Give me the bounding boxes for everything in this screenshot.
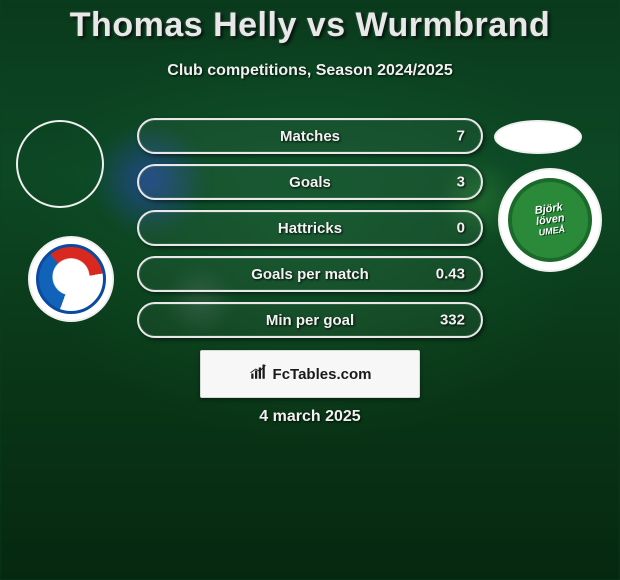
subtitle: Club competitions, Season 2024/2025 — [0, 62, 620, 80]
stat-label: Min per goal — [266, 312, 354, 329]
stat-row-goals: Goals 3 — [137, 164, 483, 200]
stat-label: Matches — [280, 128, 340, 145]
stat-label: Hattricks — [278, 220, 342, 237]
club2-badge: Björk löven UMEÅ — [498, 168, 602, 272]
stat-label: Goals — [289, 174, 331, 191]
stat-value: 332 — [440, 312, 465, 329]
stat-row-mpg: Min per goal 332 — [137, 302, 483, 338]
stat-value: 0.43 — [436, 266, 465, 283]
stats-panel: Matches 7 Goals 3 Hattricks 0 Goals per … — [137, 118, 483, 348]
player1-photo — [16, 120, 104, 208]
stat-label: Goals per match — [251, 266, 369, 283]
stat-value: 7 — [457, 128, 465, 145]
stat-value: 0 — [457, 220, 465, 237]
player2-photo — [494, 120, 582, 154]
brand-text: FcTables.com — [273, 366, 372, 383]
stat-row-gpm: Goals per match 0.43 — [137, 256, 483, 292]
date-text: 4 march 2025 — [0, 408, 620, 426]
chart-icon — [249, 363, 267, 386]
stat-row-matches: Matches 7 — [137, 118, 483, 154]
club2-text: Björk löven UMEÅ — [533, 202, 566, 239]
brand-badge[interactable]: FcTables.com — [200, 350, 420, 398]
club1-badge — [28, 236, 114, 322]
stat-value: 3 — [457, 174, 465, 191]
page-title: Thomas Helly vs Wurmbrand — [0, 6, 620, 45]
stat-row-hattricks: Hattricks 0 — [137, 210, 483, 246]
